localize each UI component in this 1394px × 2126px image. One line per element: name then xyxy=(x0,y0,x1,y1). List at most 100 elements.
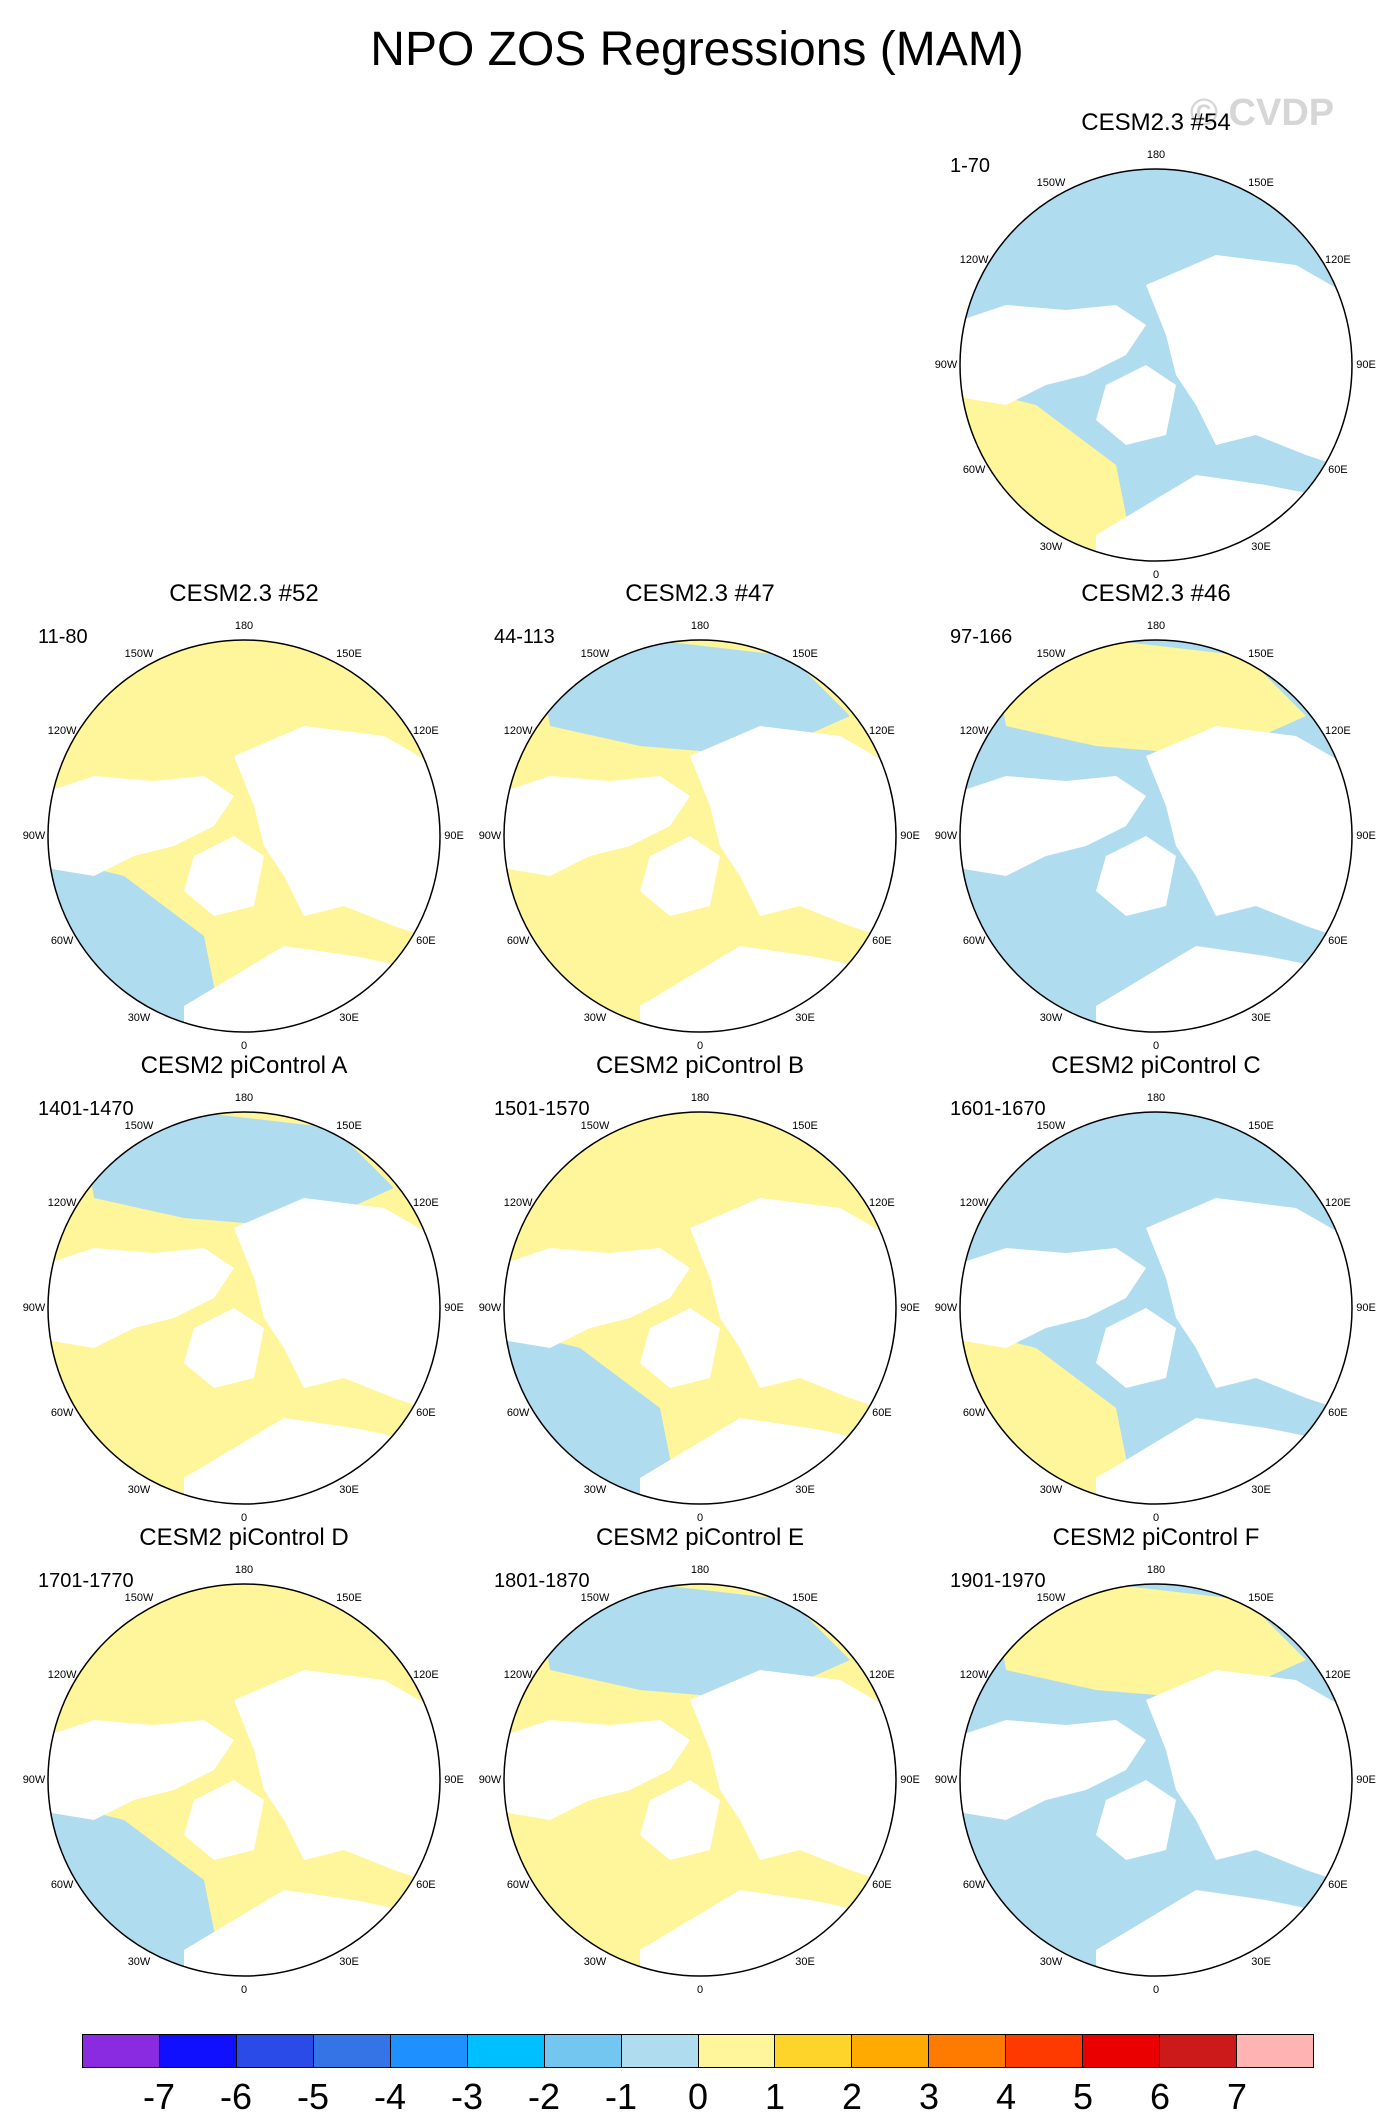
panel-period: 1701-1770 xyxy=(38,1570,134,1592)
colorbar-label: 2 xyxy=(841,2076,863,2117)
north-america-land xyxy=(48,1248,234,1348)
longitude-label: 30W xyxy=(1039,1483,1063,1496)
longitude-label: 30E xyxy=(1251,1955,1271,1968)
colorbar-swatch xyxy=(159,2035,237,2067)
panel-title: CESM2 piControl B xyxy=(595,1052,805,1079)
longitude-label: 0 xyxy=(696,1040,704,1052)
colorbar-swatch xyxy=(929,2035,1007,2067)
cvdp-watermark: © CVDP xyxy=(1190,92,1335,134)
longitude-label: 90E xyxy=(444,830,464,842)
longitude-label: 180 xyxy=(1146,149,1166,161)
longitude-label: 60E xyxy=(416,935,436,947)
panel-period: 44-113 xyxy=(494,626,555,648)
longitude-label: 90W xyxy=(478,1774,502,1786)
pacific-anomaly xyxy=(84,1113,394,1228)
longitude-label: 90E xyxy=(900,830,920,842)
longitude-label: 150E xyxy=(1248,177,1274,190)
colorbar-swatch xyxy=(775,2035,853,2067)
map-border xyxy=(503,639,897,1033)
colorbar-label: 3 xyxy=(918,2076,940,2117)
longitude-label: 0 xyxy=(1152,569,1160,581)
colorbar-label: -4 xyxy=(373,2076,407,2117)
longitude-label: 60E xyxy=(1328,1407,1348,1419)
map-border xyxy=(959,639,1353,1033)
longitude-label: 150E xyxy=(336,1592,362,1605)
longitude-label: 150E xyxy=(336,648,362,661)
longitude-label: 150W xyxy=(580,648,610,661)
colorbar-label: 5 xyxy=(1072,2076,1094,2117)
longitude-label: 0 xyxy=(1152,1040,1160,1052)
colorbar-swatch xyxy=(1006,2035,1084,2067)
longitude-label: 60E xyxy=(416,1407,436,1419)
longitude-label: 30E xyxy=(1251,1483,1271,1496)
longitude-label: 150W xyxy=(1036,1592,1066,1605)
longitude-label: 90W xyxy=(478,830,502,842)
north-america-land xyxy=(504,1720,690,1820)
panel-period: 97-166 xyxy=(950,626,1013,648)
longitude-label: 0 xyxy=(240,1040,248,1052)
eurasia-land xyxy=(690,1670,896,1890)
longitude-label: 120E xyxy=(869,1669,895,1681)
colorbar-swatch xyxy=(621,2035,699,2067)
longitude-label: 120W xyxy=(959,725,989,737)
longitude-label: 60W xyxy=(962,464,986,476)
longitude-label: 0 xyxy=(240,1984,248,1996)
longitude-label: 120E xyxy=(1325,1197,1351,1209)
longitude-label: 90W xyxy=(934,830,958,842)
colorbar xyxy=(82,2034,1314,2068)
greenland-land xyxy=(640,1780,720,1860)
longitude-label: 180 xyxy=(234,1564,254,1576)
colorbar-label: 7 xyxy=(1226,2076,1248,2117)
longitude-label: 150W xyxy=(124,648,154,661)
longitude-label: 60W xyxy=(962,1879,986,1891)
longitude-label: 30E xyxy=(1251,540,1271,553)
polar-map-9 xyxy=(503,1583,897,1977)
map-border xyxy=(503,1111,897,1505)
panel-period: 1501-1570 xyxy=(494,1098,590,1120)
eurasia-land xyxy=(234,1198,440,1418)
north-america-land xyxy=(48,776,234,876)
longitude-label: 90E xyxy=(444,1302,464,1314)
panel-period: 1401-1470 xyxy=(38,1098,134,1120)
longitude-label: 30W xyxy=(1039,540,1063,553)
longitude-label: 150W xyxy=(1036,648,1066,661)
longitude-label: 180 xyxy=(1146,1564,1166,1576)
longitude-label: 120E xyxy=(869,725,895,737)
longitude-label: 0 xyxy=(696,1512,704,1524)
colorbar-label: 1 xyxy=(764,2076,786,2117)
longitude-label: 90E xyxy=(444,1774,464,1786)
north-america-land xyxy=(960,305,1146,405)
longitude-label: 0 xyxy=(240,1512,248,1524)
panel-period: 1901-1970 xyxy=(950,1570,1046,1592)
longitude-label: 60W xyxy=(962,1407,986,1419)
longitude-label: 90W xyxy=(22,1302,46,1314)
pacific-anomaly xyxy=(84,641,394,756)
longitude-label: 120E xyxy=(869,1197,895,1209)
longitude-label: 120W xyxy=(959,1197,989,1209)
longitude-label: 90E xyxy=(900,1774,920,1786)
longitude-label: 30E xyxy=(1251,1011,1271,1024)
panel-title: CESM2.3 #47 xyxy=(625,580,775,607)
longitude-label: 30W xyxy=(583,1483,607,1496)
polar-map-6 xyxy=(503,1111,897,1505)
longitude-label: 90W xyxy=(478,1302,502,1314)
polar-map-3 xyxy=(503,639,897,1033)
longitude-label: 30E xyxy=(339,1955,359,1968)
longitude-label: 60W xyxy=(962,935,986,947)
longitude-label: 120W xyxy=(47,1197,77,1209)
map-border xyxy=(959,1583,1353,1977)
longitude-label: 150W xyxy=(1036,177,1066,190)
eurasia-land xyxy=(690,1198,896,1418)
figure-title: NPO ZOS Regressions (MAM) xyxy=(370,23,1024,76)
longitude-label: 150E xyxy=(792,1120,818,1133)
longitude-label: 0 xyxy=(1152,1512,1160,1524)
longitude-label: 180 xyxy=(690,1564,710,1576)
longitude-label: 150W xyxy=(580,1120,610,1133)
longitude-label: 30W xyxy=(127,1955,151,1968)
panel-title: CESM2 piControl E xyxy=(595,1524,805,1551)
longitude-label: 120E xyxy=(1325,254,1351,266)
longitude-label: 120W xyxy=(959,254,989,266)
panel-period: 11-80 xyxy=(38,626,88,648)
panel-title: CESM2 piControl C xyxy=(1051,1052,1261,1079)
longitude-label: 90E xyxy=(1356,1774,1376,1786)
